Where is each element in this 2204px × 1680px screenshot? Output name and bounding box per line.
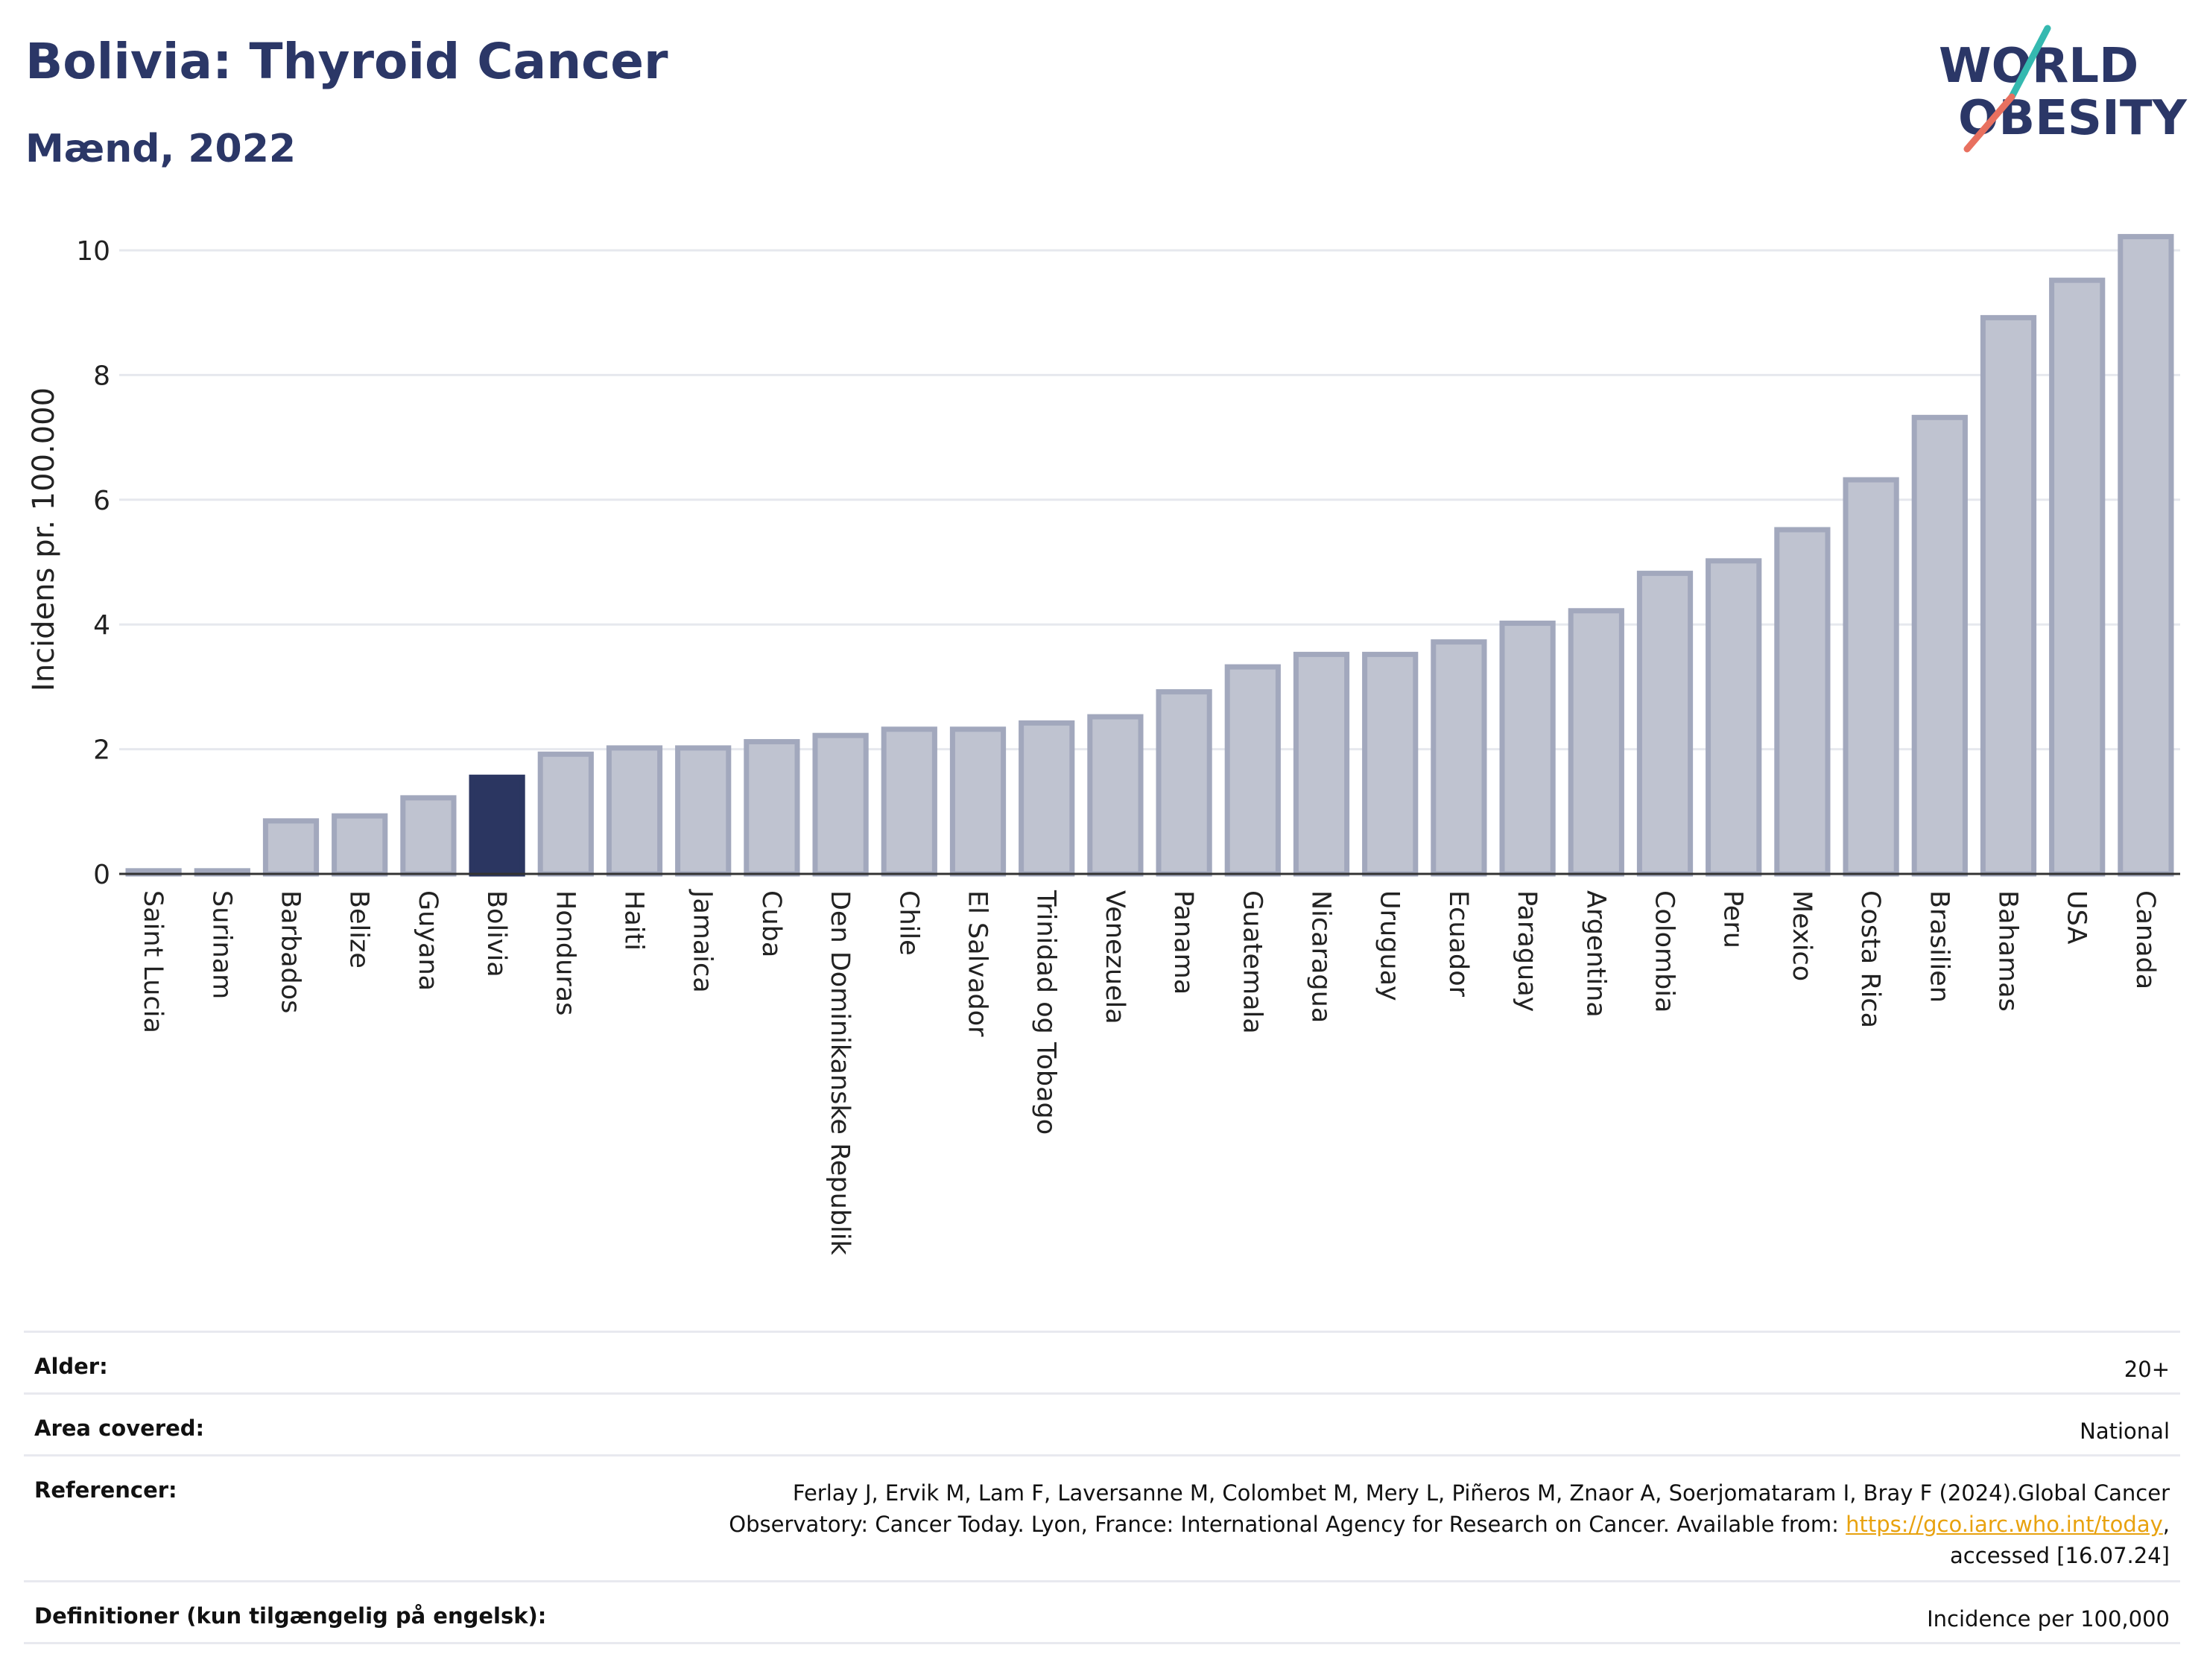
x-tick-label: Saint Lucia [138,890,168,1033]
x-tick-label: Jamaica [688,889,718,993]
bar-chile [881,726,937,877]
reference-line-3: accessed [16.07.24] [1950,1543,2170,1568]
x-tick-label: Chile [893,890,923,956]
bar-barbados [262,818,320,877]
bar-chart: 0 2 4 6 8 10 Saint Lucia Surinam Barbados Belize… [27,234,2180,1255]
y-tick-label: 2 [93,735,110,766]
x-tick-label: Guatemala [1237,890,1267,1034]
bar-brasilien [1911,414,1968,877]
x-tick-label: Mexico [1787,890,1817,981]
bar-ecuador [1431,639,1487,877]
definitions-label: Definitioner (kun tilgængelig på engelsk… [34,1603,547,1629]
x-tick-label: Costa Rica [1855,890,1885,1028]
x-tick-label: Bahamas [1993,890,2023,1012]
x-tick-label: Den Dominikanske Republik [825,890,855,1255]
bar-colombia [1636,571,1694,877]
logo-slash-coral [1963,93,2015,153]
bar-mexico [1774,527,1831,877]
bar-venezuela [1087,714,1144,877]
x-tick-label: Guyana [413,890,443,991]
page-subtitle: Mænd, 2022 [25,127,297,171]
x-tick-label: Brasilien [1924,890,1954,1003]
x-tick-label: Nicaragua [1306,890,1336,1023]
bar-costa-rica [1843,477,1899,877]
x-tick-label: Panama [1168,890,1198,995]
bar-peru [1706,558,1762,877]
references-value: Ferlay J, Ervik M, Lam F, Laversanne M, … [729,1477,2170,1571]
area-label: Area covered: [34,1416,205,1441]
x-tick-label: Belize [344,890,374,969]
x-tick-label: Cuba [756,890,786,957]
x-tick-label: Barbados [276,890,305,1013]
bar-belize [332,813,388,877]
grid-lines [119,249,2180,751]
meta-row-references: Referencer: Ferlay J, Ervik M, Lam F, La… [24,1454,2180,1580]
references-label: Referencer: [34,1477,177,1503]
world-obesity-logo: WORLD OBESITY [1939,25,2187,153]
metadata-table: Alder: 20+ Area covered: National Refere… [24,1331,2180,1644]
page-title: Bolivia: Thyroid Cancer [25,33,668,90]
reference-line-2-end: , [2162,1512,2170,1537]
y-tick-label: 4 [93,610,110,641]
x-tick-label: Uruguay [1375,890,1405,1001]
meta-row-area: Area covered: National [24,1392,2180,1454]
bar-uruguay [1362,651,1419,877]
bar-bahamas [1980,314,2037,877]
age-label: Alder: [34,1354,108,1379]
bar-argentina [1568,608,1624,877]
bar-bolivia [469,774,525,877]
x-tick-label: Bolivia [481,890,511,977]
y-tick-label: 10 [76,236,110,267]
x-tick-label: Ecuador [1443,890,1473,998]
bar-usa [2049,277,2106,877]
x-axis-ticks: Saint Lucia Surinam Barbados Belize Guyana Bo… [138,889,2160,1255]
x-tick-label: Colombia [1650,890,1679,1012]
bar-den-dominikanske-republik [812,732,869,877]
bar-canada [2118,234,2174,877]
area-value: National [2080,1419,2170,1444]
reference-line-2: Observatory: Cancer Today. Lyon, France:… [729,1512,1846,1537]
bar-jamaica [675,745,732,877]
bar-haiti [606,745,663,877]
bar-paraguay [1499,621,1556,877]
x-tick-label: Venezuela [1100,890,1130,1024]
bar-cuba [744,739,800,877]
x-tick-label: Trinidad og Tobago [1031,890,1061,1135]
bar-guyana [400,795,457,877]
x-tick-label: USA [2062,890,2091,944]
age-value: 20+ [2124,1357,2170,1382]
x-tick-label: Honduras [550,890,580,1015]
x-tick-label: Argentina [1580,890,1610,1018]
x-tick-label: El Salvador [963,890,992,1037]
meta-row-age: Alder: 20+ [24,1331,2180,1392]
y-tick-label: 0 [93,860,110,890]
reference-line-1: Ferlay J, Ervik M, Lam F, Laversanne M, … [792,1480,2170,1506]
bar-nicaragua [1293,651,1350,877]
y-axis-ticks: 0 2 4 6 8 10 [76,236,110,890]
reference-link[interactable]: https://gco.iarc.who.int/today [1846,1512,2163,1537]
bar-trinidad-og-tobago [1019,720,1075,877]
bar-panama [1156,689,1212,877]
x-tick-label: Canada [2130,890,2160,989]
bar-honduras [537,751,594,877]
x-tick-label: Surinam [206,890,236,999]
bar-el-salvador [949,726,1007,877]
y-tick-label: 6 [93,486,110,516]
definitions-value: Incidence per 100,000 [1927,1606,2170,1632]
meta-row-definitions: Definitioner (kun tilgængelig på engelsk… [24,1580,2180,1644]
x-tick-label: Paraguay [1512,890,1542,1012]
bar-guatemala [1224,664,1281,877]
bars [125,234,2174,877]
x-tick-label: Haiti [619,890,649,951]
x-tick-label: Peru [1718,890,1748,948]
y-axis-label: Incidens pr. 100.000 [27,387,61,691]
logo-slash-teal [2008,25,2051,101]
y-tick-label: 8 [93,361,110,391]
